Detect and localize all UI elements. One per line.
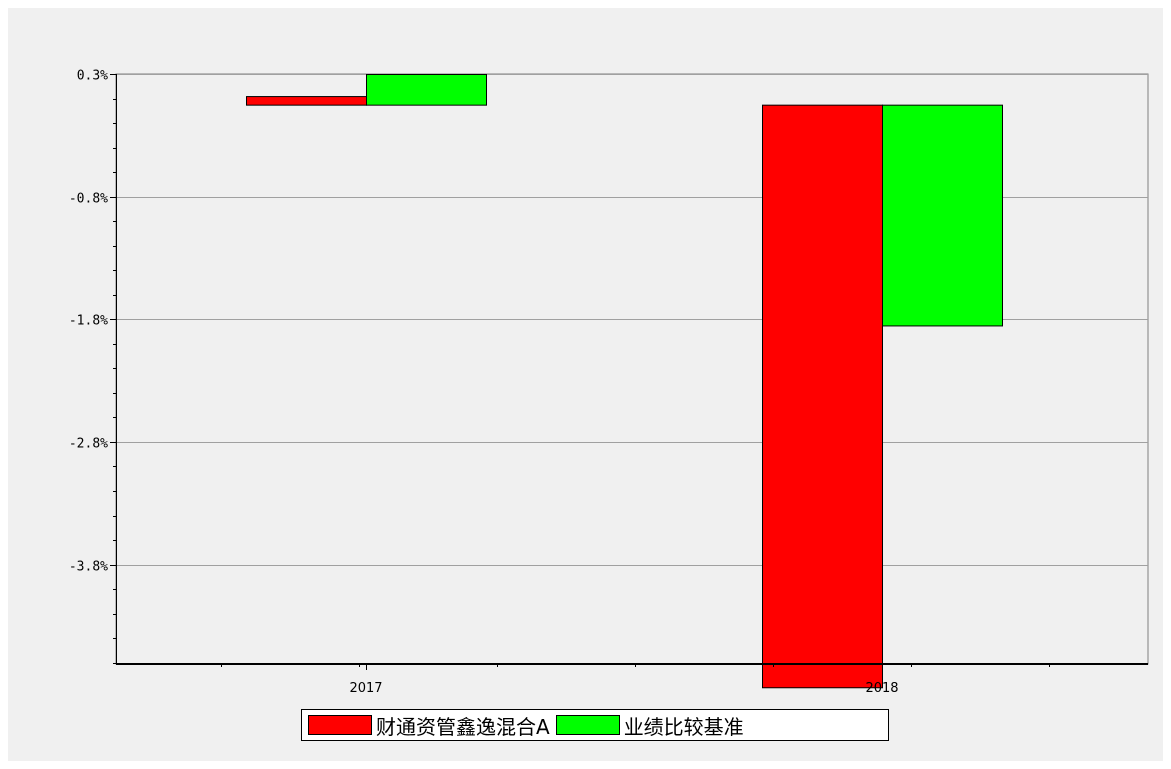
y-tick-label: -0.8% (69, 192, 108, 207)
bar-chart: 0.3% -0.8% -1.8% -2.8% -3.8% 2017 2018 (69, 69, 1149, 697)
bar-fund-2017 (246, 96, 367, 106)
legend-label-fund: 财通资管鑫逸混合A (376, 714, 550, 739)
legend-item-fund: 财通资管鑫逸混合A (302, 711, 550, 740)
y-tick-label: 0.3% (77, 69, 108, 84)
bar-benchmark-2018 (882, 104, 1003, 327)
y-tick-label: -3.8% (69, 560, 108, 575)
bars (246, 74, 1003, 689)
legend-swatch-fund (308, 715, 372, 735)
legend-label-benchmark: 业绩比较基准 (623, 714, 744, 739)
legend-item-benchmark: 业绩比较基准 (550, 711, 744, 740)
x-tick-label: 2017 (349, 681, 382, 696)
legend-swatch-benchmark (555, 715, 620, 735)
bar-benchmark-2017 (366, 74, 487, 106)
y-tick-label: -1.8% (69, 314, 108, 329)
y-tick-label: -2.8% (69, 437, 108, 452)
legend: 财通资管鑫逸混合A 业绩比较基准 (301, 709, 889, 741)
bar-fund-2018 (762, 104, 883, 689)
axis-labels: 0.3% -0.8% -1.8% -2.8% -3.8% 2017 2018 (69, 69, 899, 697)
axes (110, 74, 1148, 670)
chart-area: 0.3% -0.8% -1.8% -2.8% -3.8% 2017 2018 财通资管鑫逸混… (8, 8, 1163, 761)
x-tick-label: 2018 (865, 681, 898, 696)
